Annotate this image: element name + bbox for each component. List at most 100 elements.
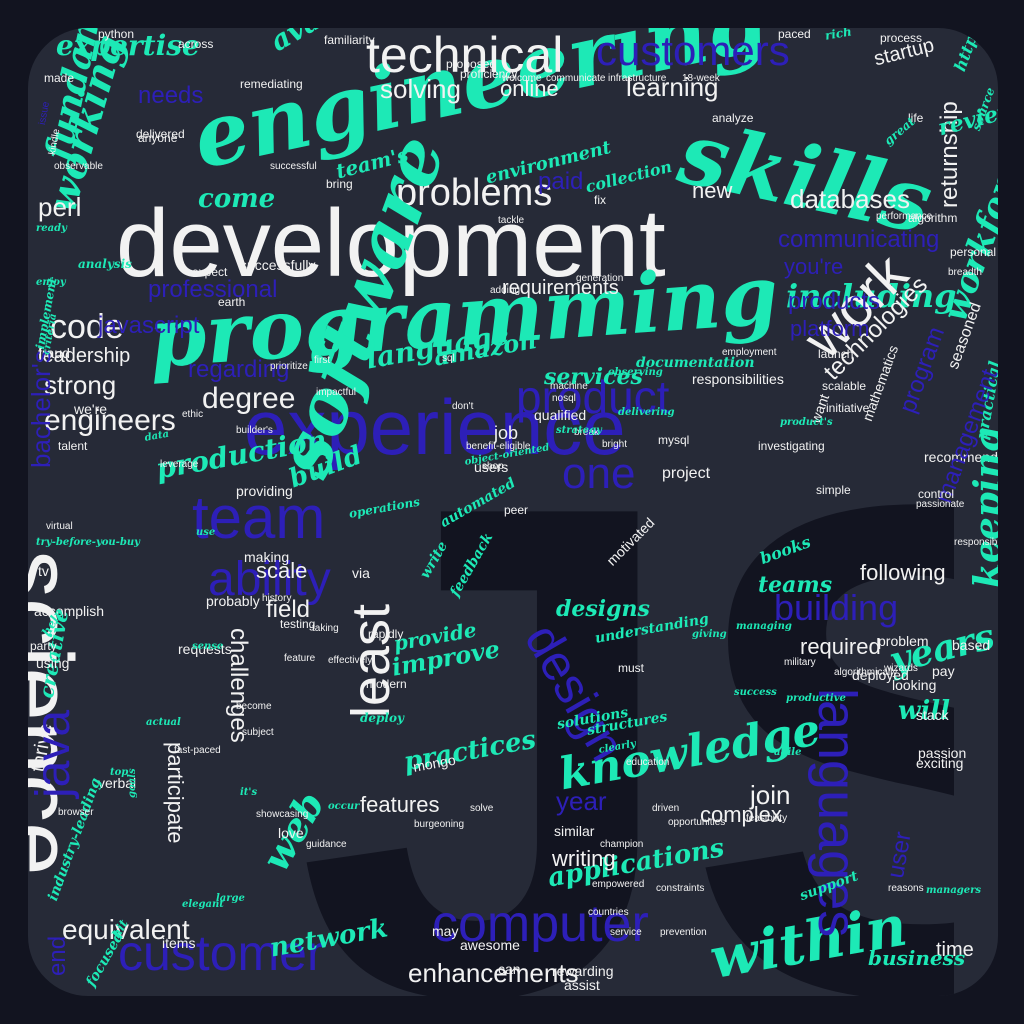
word-countries: countries (588, 907, 629, 918)
word-ready: ready (36, 223, 67, 234)
word-engineers: engineers (44, 404, 176, 437)
word-year: year (556, 786, 607, 816)
word-bring: bring (326, 177, 353, 191)
word-observing: observing (608, 367, 663, 378)
word-showcasing: showcasing (256, 809, 309, 820)
word-complex: complex (700, 802, 782, 827)
word-productive: productive (786, 693, 846, 704)
word-leadership: leadership (38, 345, 131, 367)
word-scalable: scalable (822, 379, 867, 393)
rounded-square-background: JS engineering skills development programmi… (28, 28, 998, 996)
word-experience: experience (244, 383, 626, 471)
word-analysis: analysis (78, 257, 132, 271)
word-project: project (662, 465, 711, 482)
word-machine: machine (550, 381, 588, 392)
word-prevention: prevention (660, 927, 707, 938)
word-field: field (266, 596, 311, 623)
word-customers: customers (596, 28, 790, 74)
word-successful: successful (270, 161, 317, 172)
word-education: education (626, 757, 670, 768)
word-peer: peer (504, 503, 529, 517)
word-features: features (360, 792, 440, 817)
word-tackle: tackle (498, 215, 525, 226)
word-technical: technical (366, 28, 564, 83)
word-constraints: constraints (656, 883, 705, 894)
word-we-re: we're (74, 401, 108, 417)
word-awesome: awesome (460, 937, 520, 953)
word-ability: ability (208, 553, 331, 606)
word-regarding: regarding (188, 356, 290, 383)
word-deployed: deployed (852, 667, 909, 683)
word-one: one (562, 449, 636, 498)
word-job: job (494, 423, 519, 443)
word-delivering: delivering (618, 407, 675, 418)
word-remediating: remediating (240, 77, 303, 91)
word-feasibility: feasibility (746, 813, 788, 824)
word-expect: expect (192, 265, 228, 279)
word-investigating: investigating (758, 439, 825, 453)
word-champion: champion (600, 839, 644, 850)
word-problems: problems (396, 172, 553, 214)
word-designs: designs (556, 596, 650, 622)
word-using: using (36, 655, 70, 671)
word-algorithmically: algorithmically (834, 667, 898, 678)
word-strong: strong (44, 370, 117, 400)
word-modern: modern (366, 677, 407, 691)
word-solving: solving (380, 74, 461, 104)
word-similar: similar (554, 823, 595, 839)
word-proposed: proposed (446, 57, 497, 71)
word-based: based (952, 637, 991, 653)
word-service: service (610, 927, 642, 938)
word-paced: paced (778, 28, 811, 41)
word-pay: pay (932, 663, 955, 679)
word-feature: feature (284, 653, 316, 664)
word-qualified: qualified (534, 407, 587, 423)
word-will: will (898, 696, 951, 726)
word-requirements: requirements (502, 277, 619, 299)
word-talent: talent (58, 439, 88, 453)
word-bright: bright (602, 439, 628, 450)
word-product-s: product's (780, 417, 833, 428)
word-sense: sense (192, 641, 224, 652)
word-opportunities: opportunities (668, 817, 726, 828)
word-mysql: mysql (658, 433, 690, 447)
word-teams: teams (758, 572, 833, 598)
word-nosql: nosql (552, 393, 576, 404)
word-agile: agile (774, 747, 802, 758)
word-enjoy: enjoy (36, 277, 66, 288)
word-great: great (881, 114, 918, 148)
word-enhancements: enhancements (408, 958, 579, 988)
word-ethic: ethic (182, 409, 204, 420)
word-employment: employment (722, 347, 777, 358)
word-probably: probably (206, 593, 260, 609)
word-computer: computer (432, 895, 649, 953)
word-impactful: impactful (316, 387, 357, 398)
word-success: success (734, 687, 777, 698)
word-browser: browser (58, 807, 94, 818)
word-assist: assist (564, 977, 600, 993)
word-participate: participate (163, 742, 188, 844)
word-rewarding: rewarding (552, 963, 614, 979)
word-problem: problem (878, 633, 929, 649)
word-new: new (692, 178, 733, 203)
word-program: program (894, 323, 951, 417)
word-top: top (110, 767, 129, 778)
word-databases: databases (790, 184, 910, 214)
word-use: use (196, 527, 216, 538)
word-customer: customer (118, 925, 324, 981)
word-control: control (918, 487, 955, 501)
word-analyze: analyze (712, 111, 754, 125)
word-you-re: you're (784, 254, 844, 279)
word-don-t: don't (452, 401, 474, 412)
word-may: may (432, 923, 459, 939)
word-team: team (192, 484, 326, 551)
word-goals: goals (127, 768, 138, 798)
word-it-s: it's (240, 787, 258, 798)
word-prioritize: prioritize (270, 361, 308, 372)
word-end: end (44, 935, 71, 976)
word-looking: looking (892, 677, 937, 693)
word-familiarity: familiarity (324, 33, 375, 47)
word-requests: requests (178, 641, 232, 657)
word-launch: launch (818, 347, 854, 361)
